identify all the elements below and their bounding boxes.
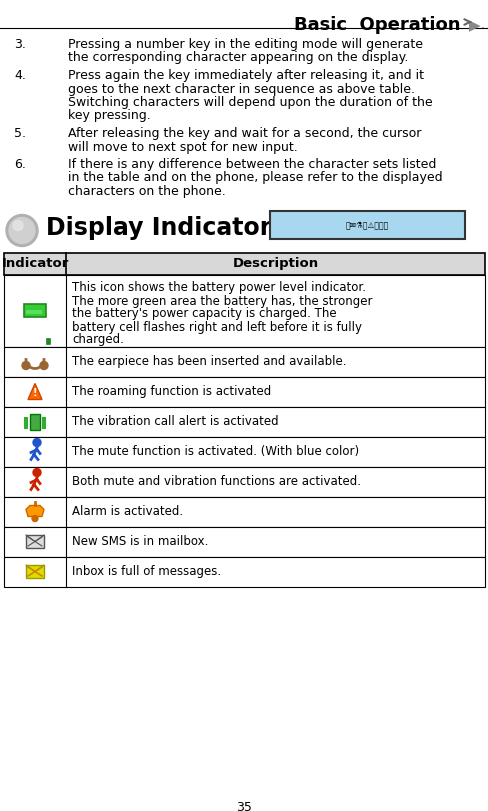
Text: the corresponding character appearing on the display.: the corresponding character appearing on…: [68, 52, 407, 65]
Text: .: .: [480, 18, 484, 31]
Bar: [4, 466, 484, 496]
Bar: [4, 436, 484, 466]
Bar: [46, 337, 50, 344]
Bar: [30, 414, 40, 430]
Text: The vibration call alert is activated: The vibration call alert is activated: [72, 415, 278, 428]
Text: If there is any difference between the character sets listed: If there is any difference between the c…: [68, 158, 435, 171]
Circle shape: [33, 439, 41, 447]
Text: Pressing a number key in the editing mode will generate: Pressing a number key in the editing mod…: [68, 38, 422, 51]
Text: in the table and on the phone, please refer to the displayed: in the table and on the phone, please re…: [68, 171, 442, 184]
Circle shape: [9, 217, 35, 243]
Text: 3.: 3.: [14, 38, 26, 51]
Bar: [4, 376, 484, 406]
Text: ▶: ▶: [468, 18, 480, 33]
Text: This icon shows the battery power level indicator.: This icon shows the battery power level …: [72, 281, 365, 294]
Text: Press again the key immediately after releasing it, and it: Press again the key immediately after re…: [68, 69, 423, 82]
Text: goes to the next character in sequence as above table.: goes to the next character in sequence a…: [68, 83, 414, 96]
Circle shape: [33, 469, 41, 477]
Bar: [4, 252, 484, 274]
Text: Inbox is full of messages.: Inbox is full of messages.: [72, 565, 221, 578]
Bar: [4, 406, 484, 436]
Bar: [4, 274, 484, 346]
Text: key pressing.: key pressing.: [68, 109, 150, 122]
Text: 35: 35: [236, 801, 252, 811]
Bar: [26, 310, 42, 314]
Text: 5.: 5.: [14, 127, 26, 140]
Bar: [24, 304, 46, 317]
Text: The mute function is activated. (With blue color): The mute function is activated. (With bl…: [72, 445, 358, 458]
Text: Both mute and vibration functions are activated.: Both mute and vibration functions are ac…: [72, 475, 360, 488]
Bar: [26, 565, 44, 578]
Text: Indicator: Indicator: [1, 257, 68, 270]
Bar: [4, 346, 484, 376]
Text: The earpiece has been inserted and available.: The earpiece has been inserted and avail…: [72, 355, 346, 368]
Text: 4.: 4.: [14, 69, 26, 82]
Text: !: !: [33, 388, 37, 397]
Text: battery cell flashes right and left before it is fully: battery cell flashes right and left befo…: [72, 320, 361, 333]
Text: the battery's power capacity is charged. The: the battery's power capacity is charged.…: [72, 307, 336, 320]
FancyBboxPatch shape: [269, 211, 464, 238]
Bar: [4, 526, 484, 556]
Circle shape: [22, 362, 30, 370]
Circle shape: [6, 214, 38, 247]
Text: will move to next spot for new input.: will move to next spot for new input.: [68, 140, 297, 153]
Circle shape: [13, 221, 23, 230]
Polygon shape: [28, 384, 42, 400]
Text: Basic  Operation: Basic Operation: [294, 16, 460, 34]
Text: After releasing the key and wait for a second, the cursor: After releasing the key and wait for a s…: [68, 127, 421, 140]
Text: Alarm is activated.: Alarm is activated.: [72, 505, 183, 518]
Text: charged.: charged.: [72, 333, 123, 346]
Text: 📶✉⚗🔋⚠🔔🎧📵: 📶✉⚗🔋⚠🔔🎧📵: [345, 220, 388, 229]
Circle shape: [40, 362, 48, 370]
Text: New SMS is in mailbox.: New SMS is in mailbox.: [72, 535, 208, 548]
Text: 6.: 6.: [14, 158, 26, 171]
Bar: [4, 496, 484, 526]
Text: characters on the phone.: characters on the phone.: [68, 185, 225, 198]
Circle shape: [32, 516, 38, 521]
Text: The more green area the battery has, the stronger: The more green area the battery has, the…: [72, 294, 372, 307]
Bar: [4, 556, 484, 586]
Text: Switching characters will depend upon the duration of the: Switching characters will depend upon th…: [68, 96, 432, 109]
Text: Display Indicators.: Display Indicators.: [46, 217, 294, 241]
Text: Description: Description: [232, 257, 318, 270]
Polygon shape: [26, 505, 44, 517]
Text: The roaming function is activated: The roaming function is activated: [72, 385, 271, 398]
Bar: [26, 535, 44, 548]
